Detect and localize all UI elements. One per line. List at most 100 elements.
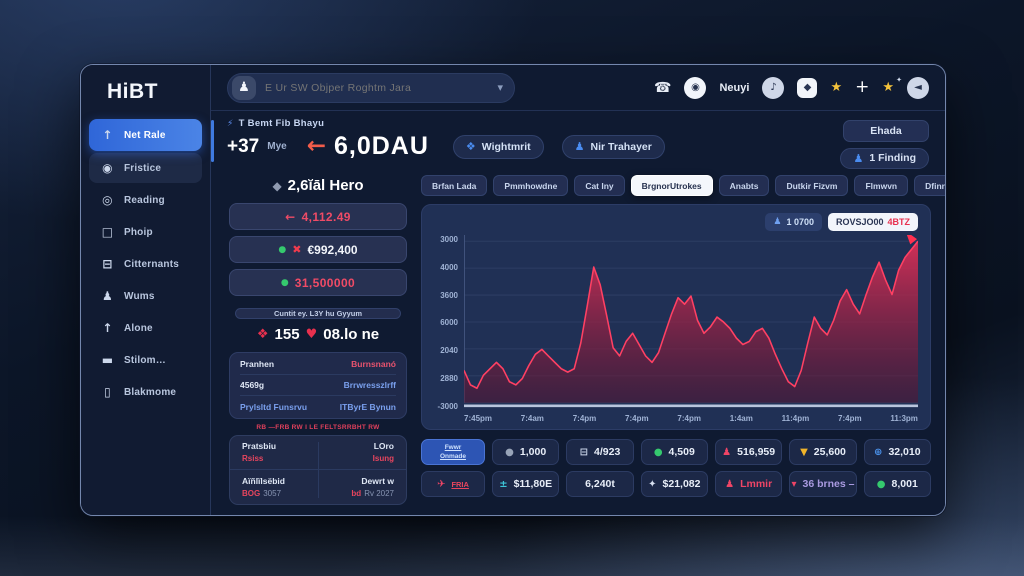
sidebar-item-reading[interactable]: ◎ Reading bbox=[89, 185, 202, 215]
phone-icon[interactable]: ☎ bbox=[654, 79, 672, 96]
stat-pill-3[interactable]: ● 31,500000 bbox=[229, 269, 407, 296]
star-icon[interactable]: ★ bbox=[830, 80, 843, 95]
sidebar-item-phoip[interactable]: □ Phoip bbox=[89, 217, 202, 247]
arrow-up-icon: ↑ bbox=[102, 321, 113, 335]
triangle-icon: ▼ bbox=[800, 446, 808, 458]
sidebar-item-label: Citternants bbox=[124, 258, 179, 270]
headline-value: 6,0DAU bbox=[333, 132, 429, 160]
row1-chip-7[interactable]: ⊕ 32,010 bbox=[863, 439, 931, 465]
arrow-up-icon: ↑ bbox=[102, 128, 113, 142]
summary-table: Pranhen Burnsnanó 4569g Brrwresszlrff Prylsl… bbox=[229, 352, 407, 419]
sidebar-item-blakmome[interactable]: ▯ Blakmome bbox=[89, 377, 202, 407]
delta-value: +37 bbox=[227, 135, 260, 157]
row2-chip-3[interactable]: 6,240t bbox=[566, 471, 634, 497]
highlight-pill-button[interactable]: ❖ Wightmrit bbox=[452, 134, 544, 159]
mic-icon[interactable]: ♪ bbox=[762, 76, 785, 99]
chat-icon[interactable]: ◉ bbox=[684, 76, 707, 99]
row1-chip-6[interactable]: ▼ 25,600 bbox=[789, 439, 857, 465]
stat-pill-value: 31,500000 bbox=[294, 275, 356, 290]
sidebar: HiBT ↑ Net Rale ◉ Fristice ◎ Reading □ Phoip ⊟ Ci… bbox=[81, 65, 211, 515]
y-tick-label: -3000 bbox=[437, 401, 458, 411]
table-row: 4569g Brrwresszlrff bbox=[240, 375, 396, 396]
fria-button[interactable]: ✈ FRIA bbox=[421, 471, 485, 497]
table-cell-left: 4569g bbox=[240, 380, 265, 390]
badge-icon[interactable]: ◆ bbox=[797, 77, 818, 98]
trader-pill-label: Nir Trahayer bbox=[590, 140, 652, 153]
row2-chip-2[interactable]: ± $11,80E bbox=[492, 471, 560, 497]
sidebar-item-fristice[interactable]: ◉ Fristice bbox=[89, 153, 202, 183]
row1-chip-4[interactable]: ● 4,509 bbox=[640, 439, 708, 465]
stat-chips-row-2: ✈ FRIA ± $11,80E 6,240t ✦ $21,082 ♟ Lmmir ▾ 36 brn… bbox=[421, 471, 931, 497]
user-icon: ♟ bbox=[853, 151, 864, 165]
row1-chip-5[interactable]: ♟ 516,959 bbox=[714, 439, 783, 465]
chip-value: 4/923 bbox=[594, 446, 621, 458]
tab-dutkir-fizvm[interactable]: Dutkir Fizvm bbox=[775, 175, 849, 196]
row2-chip-4[interactable]: ✦ $21,082 bbox=[640, 471, 708, 497]
star-sparkle-icon[interactable]: ★ bbox=[882, 76, 901, 95]
cursor-arrow bbox=[906, 235, 918, 245]
sidebar-item-citternants[interactable]: ⊟ Citternants bbox=[89, 249, 202, 279]
trader-pill-button[interactable]: ♟ Nir Trahayer bbox=[561, 134, 665, 159]
detail-header-1: Pratsbiu bbox=[242, 441, 277, 451]
row1-chip-3[interactable]: ⊟ 4/923 bbox=[566, 439, 634, 465]
tab-cat-iny[interactable]: Cat Iny bbox=[574, 175, 625, 196]
table-row: Pranhen Burnsnanó bbox=[240, 354, 396, 375]
row2-chip-6[interactable]: ▾ 36 brnes – bbox=[789, 471, 857, 497]
chip-value: Lmmir bbox=[740, 478, 773, 490]
sidebar-item-alone[interactable]: ↑ Alone bbox=[89, 313, 202, 343]
finding-button[interactable]: ♟ 1 Finding bbox=[840, 147, 929, 169]
y-axis-labels: 3000 4000 3600 6000 2040 2880 -3000 bbox=[430, 235, 464, 411]
price-area-chart bbox=[464, 235, 918, 408]
tab-dfinnoslam[interactable]: Dfinnoslam bbox=[914, 175, 945, 196]
stat-pill-2[interactable]: ● ✖ €992,400 bbox=[229, 236, 407, 263]
chevron-down-icon: ▾ bbox=[497, 81, 503, 94]
sidebar-item-net-rale[interactable]: ↑ Net Rale bbox=[89, 119, 202, 151]
row2-chip-5[interactable]: ♟ Lmmir bbox=[714, 471, 783, 497]
fria-label: FRIA bbox=[451, 479, 469, 489]
stat-pill-list: ← 4,112.49 ● ✖ €992,400 ● 31,500000 bbox=[229, 203, 407, 302]
sidebar-item-label: Fristice bbox=[124, 162, 162, 174]
x-tick-label: 11:4pm bbox=[781, 414, 810, 423]
info-pill[interactable]: Cuntit ey. L3Y hu Gyyum bbox=[235, 308, 401, 319]
y-tick-label: 3000 bbox=[440, 235, 458, 244]
dot-icon: ● bbox=[876, 478, 886, 490]
ehada-button[interactable]: Ehada bbox=[843, 120, 929, 142]
card-icon: ▬ bbox=[101, 353, 114, 367]
row2-chip-7[interactable]: ● 8,001 bbox=[863, 471, 931, 497]
gear-icon: ◎ bbox=[102, 193, 113, 207]
tab-brgnorutrokes[interactable]: BrgnorUtrokes bbox=[630, 175, 713, 196]
tab-anabts[interactable]: Anabts bbox=[718, 175, 770, 196]
search-dropdown[interactable]: ♟ ▾ bbox=[227, 72, 515, 103]
divider bbox=[230, 469, 406, 470]
legend-user-badge[interactable]: ♟ 1 0700 bbox=[765, 213, 822, 231]
legend-main-badge[interactable]: ROVSJO00 4BTZ bbox=[827, 213, 918, 231]
plus-icon[interactable]: + bbox=[855, 77, 870, 97]
table-cell-left: Pranhen bbox=[240, 359, 275, 369]
left-arrow-icon: ← bbox=[306, 133, 326, 159]
tab-brfan-lada[interactable]: Brfan Lada bbox=[421, 175, 488, 196]
sidebar-item-stilom[interactable]: ▬ Stilom… bbox=[89, 345, 202, 375]
user-icon: ♟ bbox=[574, 140, 585, 153]
tab-pmmhowdne[interactable]: Pmmhowdne bbox=[493, 175, 569, 196]
sidebar-item-label: Blakmome bbox=[124, 386, 177, 398]
detail-header-4: Dewrt w bbox=[361, 476, 394, 486]
sidebar-item-wums[interactable]: ♟ Wums bbox=[89, 281, 202, 311]
chart-legend: ♟ 1 0700 ROVSJO00 4BTZ bbox=[765, 213, 918, 231]
chip-value: 36 brnes – bbox=[802, 478, 855, 490]
menu-label: Neuyi bbox=[719, 81, 750, 94]
detail-table: Pratsbiu LOro Rsiss Isung Aïñlïlsëbid De… bbox=[229, 435, 407, 505]
search-input[interactable] bbox=[265, 81, 489, 94]
speaker-icon[interactable]: ◄ bbox=[907, 76, 929, 99]
chip-value: 8,001 bbox=[891, 478, 918, 490]
x-tick-label: 7:4pm bbox=[572, 414, 597, 423]
user-icon: ♟ bbox=[722, 446, 732, 458]
tab-flmwvn[interactable]: Flmwvn bbox=[854, 175, 909, 196]
chip-value: 25,600 bbox=[813, 446, 846, 458]
sidebar-item-label: Stilom… bbox=[124, 354, 166, 366]
sidebar-item-label: Wums bbox=[124, 290, 155, 302]
stat-pill-1[interactable]: ← 4,112.49 bbox=[229, 203, 407, 230]
row1-chip-2[interactable]: ● 1,000 bbox=[492, 439, 560, 465]
action-button[interactable]: Fwwr Onmade bbox=[421, 439, 485, 465]
chart-card: ♟ 1 0700 ROVSJO00 4BTZ 3000 4000 3600 6000 2… bbox=[421, 204, 931, 430]
chip-value: $11,80E bbox=[513, 478, 553, 490]
